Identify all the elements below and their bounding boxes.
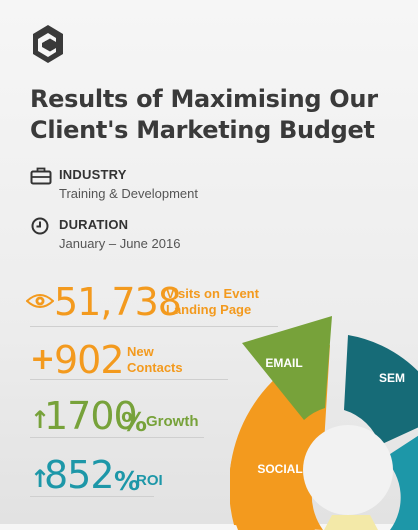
industry-value: Training & Development bbox=[59, 186, 198, 201]
donut-label-email: EMAIL bbox=[265, 356, 302, 370]
divider bbox=[30, 326, 278, 327]
roi-label: ROI bbox=[136, 472, 163, 489]
duration-value: January – June 2016 bbox=[59, 236, 181, 251]
contacts-label-line-1: New bbox=[127, 344, 154, 359]
industry-label: INDUSTRY bbox=[59, 167, 127, 182]
growth-label: Growth bbox=[146, 413, 199, 430]
donut-segment-social-left bbox=[230, 399, 326, 530]
donut-segment-email bbox=[242, 316, 332, 420]
growth-number: 1700 bbox=[44, 394, 138, 438]
divider bbox=[30, 437, 204, 438]
donut-segment-yellow bbox=[324, 515, 378, 530]
title-line-2: Client's Marketing Budget bbox=[30, 116, 375, 144]
growth-arrow-icon: ↑ bbox=[30, 406, 50, 434]
growth-percent-sign: % bbox=[121, 408, 147, 438]
page-title: Results of Maximising Our Client's Marke… bbox=[30, 84, 390, 146]
duration-label: DURATION bbox=[59, 217, 129, 232]
visits-label-line-2: Landing Page bbox=[166, 302, 252, 317]
donut-segment-sem bbox=[344, 335, 418, 445]
briefcase-icon bbox=[30, 167, 52, 185]
contacts-label: New Contacts bbox=[127, 344, 183, 376]
clock-icon bbox=[31, 217, 49, 235]
company-logo-icon bbox=[33, 25, 63, 63]
divider bbox=[30, 379, 228, 380]
divider bbox=[30, 496, 154, 497]
contacts-label-line-2: Contacts bbox=[127, 360, 183, 375]
visits-label-line-1: Visits on Event bbox=[166, 286, 259, 301]
donut-label-social: SOCIAL bbox=[257, 462, 302, 476]
roi-number: 852 bbox=[44, 453, 115, 497]
contacts-plus-sign: + bbox=[30, 342, 55, 377]
donut-segment-teal bbox=[384, 435, 418, 530]
roi-arrow-icon: ↑ bbox=[30, 465, 50, 493]
channel-donut-chart: EMAIL SEM SOCIAL bbox=[230, 316, 418, 530]
visits-number: 51,738 bbox=[54, 280, 182, 324]
donut-label-sem: SEM bbox=[379, 371, 405, 385]
title-line-1: Results of Maximising Our bbox=[30, 85, 378, 113]
visits-label: Visits on Event Landing Page bbox=[166, 286, 259, 318]
contacts-number: 902 bbox=[54, 338, 125, 382]
roi-percent-sign: % bbox=[114, 467, 140, 497]
eye-icon bbox=[26, 294, 54, 308]
